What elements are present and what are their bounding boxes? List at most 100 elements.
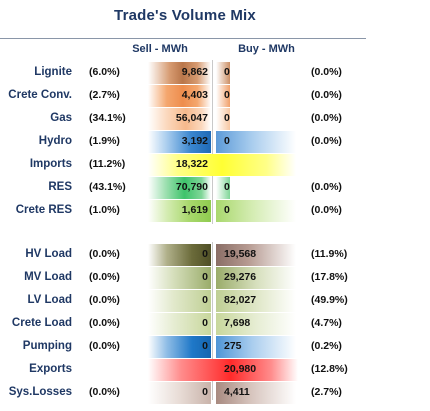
title-rule: [0, 38, 366, 39]
sell-value: 1,619: [181, 204, 208, 216]
buy-bar: [216, 108, 230, 130]
sell-percent: (0.0%): [89, 317, 120, 329]
buy-bar: [216, 313, 296, 335]
buy-bar: [216, 382, 296, 404]
sell-percent: (2.7%): [89, 89, 120, 101]
sell-value: 9,862: [181, 66, 208, 78]
buy-value: 0: [224, 112, 230, 124]
sell-bar: [148, 290, 211, 312]
sell-value: 0: [202, 386, 208, 398]
sell-percent: (0.0%): [89, 386, 120, 398]
sell-bar: [148, 131, 211, 153]
row-gas: Gas (34.1%) 56,047 0 (0.0%): [0, 108, 430, 130]
sell-value: 56,047: [175, 112, 208, 124]
buy-column-header: Buy - MWh: [238, 43, 295, 55]
sell-bar: [148, 200, 211, 222]
sell-value: 0: [202, 340, 208, 352]
buy-value: 0: [224, 66, 230, 78]
buy-bar: [216, 336, 296, 358]
buy-percent: (2.7%): [311, 386, 342, 398]
buy-bar: [216, 267, 296, 289]
row-label: Crete Load: [11, 317, 72, 329]
buy-bar: [148, 359, 298, 381]
buy-bar: [216, 244, 296, 266]
sell-percent: (0.0%): [89, 271, 120, 283]
buy-value: 0: [224, 89, 230, 101]
row-crete-load: Crete Load (0.0%) 0 7,698 (4.7%): [0, 313, 430, 335]
sell-percent: (0.0%): [89, 340, 120, 352]
sell-value: 3,192: [181, 135, 208, 147]
row-exports: Exports 20,980 (12.8%): [0, 359, 430, 381]
sell-percent: (1.0%): [89, 204, 120, 216]
sell-bar: [148, 177, 211, 199]
buy-percent: (49.9%): [311, 294, 348, 306]
buy-value: 29,276: [224, 271, 257, 283]
buy-value: 0: [224, 181, 230, 193]
row-crete-res: Crete RES (1.0%) 1,619 0 (0.0%): [0, 200, 430, 222]
buy-percent: (0.0%): [311, 89, 342, 101]
row-hydro: Hydro (1.9%) 3,192 0 (0.0%): [0, 131, 430, 153]
row-label: LV Load: [27, 294, 72, 306]
buy-percent: (0.0%): [311, 112, 342, 124]
buy-percent: (17.8%): [311, 271, 348, 283]
sell-bar: [148, 244, 211, 266]
buy-value: 82,027: [224, 294, 257, 306]
buy-percent: (12.8%): [311, 363, 348, 375]
sell-percent: (11.2%): [89, 158, 126, 170]
row-label: Sys.Losses: [8, 386, 72, 398]
sell-value: 0: [202, 271, 208, 283]
buy-value: 20,980: [224, 363, 257, 375]
buy-percent: (0.0%): [311, 181, 342, 193]
row-label: Crete RES: [15, 204, 72, 216]
row-label: Hydro: [38, 135, 72, 147]
row-label: Crete Conv.: [8, 89, 72, 101]
sell-value: 0: [202, 248, 208, 260]
sell-buy-separator: [212, 60, 213, 224]
row-label: Exports: [29, 363, 72, 375]
buy-percent: (0.0%): [311, 66, 342, 78]
row-lv-load: LV Load (0.0%) 0 82,027 (49.9%): [0, 290, 430, 312]
sell-buy-separator-lower: [212, 242, 213, 400]
buy-bar: [216, 85, 230, 107]
sell-percent: (0.0%): [89, 248, 120, 260]
row-imports: Imports (11.2%) 18,322: [0, 154, 430, 176]
buy-bar: [216, 62, 230, 84]
buy-value: 0: [224, 204, 230, 216]
sell-column-header: Sell - MWh: [132, 43, 188, 55]
sell-bar: [148, 62, 211, 84]
row-mv-load: MV Load (0.0%) 0 29,276 (17.8%): [0, 267, 430, 289]
row-label: RES: [48, 181, 72, 193]
buy-percent: (11.9%): [311, 248, 348, 260]
sell-value: 0: [202, 317, 208, 329]
row-label: MV Load: [24, 271, 72, 283]
row-label: Gas: [50, 112, 72, 124]
sell-percent: (43.1%): [89, 181, 126, 193]
sell-bar: [148, 313, 211, 335]
buy-percent: (0.0%): [311, 135, 342, 147]
sell-value: 0: [202, 294, 208, 306]
sell-percent: (34.1%): [89, 112, 126, 124]
sell-bar: [148, 267, 211, 289]
sell-percent: (6.0%): [89, 66, 120, 78]
buy-bar: [216, 290, 296, 312]
sell-bar: [148, 85, 211, 107]
row-hv-load: HV Load (0.0%) 0 19,568 (11.9%): [0, 244, 430, 266]
buy-bar: [216, 177, 230, 199]
sell-percent: (1.9%): [89, 135, 120, 147]
row-crete-conv: Crete Conv. (2.7%) 4,403 0 (0.0%): [0, 85, 430, 107]
sell-value: 4,403: [181, 89, 208, 101]
row-label: Imports: [29, 158, 72, 170]
row-sys-losses: Sys.Losses (0.0%) 0 4,411 (2.7%): [0, 382, 430, 404]
sell-value: 18,322: [175, 158, 208, 170]
buy-bar: [216, 131, 296, 153]
row-label: Pumping: [22, 340, 72, 352]
sell-bar: [148, 382, 211, 404]
sell-bar: [148, 336, 211, 358]
chart-title: Trade's Volume Mix: [114, 7, 256, 24]
buy-percent: (0.0%): [311, 204, 342, 216]
sell-bar: [148, 108, 211, 130]
buy-percent: (4.7%): [311, 317, 342, 329]
row-res: RES (43.1%) 70,790 0 (0.0%): [0, 177, 430, 199]
buy-value: 4,411: [224, 386, 250, 398]
row-lignite: Lignite (6.0%) 9,862 0 (0.0%): [0, 62, 430, 84]
